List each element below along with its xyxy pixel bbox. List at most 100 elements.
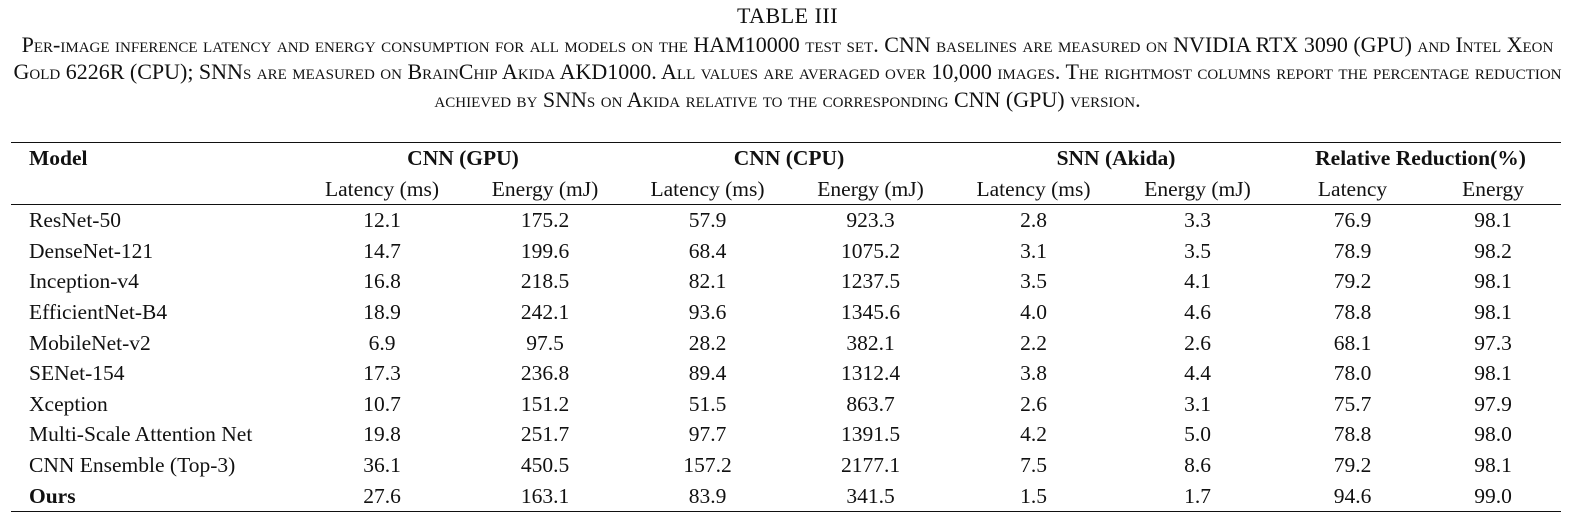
model-name: SENet-154	[29, 361, 125, 386]
table-row-ours: Ours 27.6 163.1 83.9 341.5 1.5 1.7 94.6 …	[11, 480, 1562, 513]
cell-reduction-latency: 68.1	[1333, 330, 1372, 355]
cell-cpu-latency: 57.9	[688, 208, 727, 233]
cell-gpu-latency: 16.8	[363, 269, 401, 294]
cell-snn-latency: 2.6	[1020, 391, 1047, 416]
cell-gpu-energy: 97.5	[526, 330, 564, 355]
cell-reduction-energy: 98.1	[1474, 452, 1512, 477]
cell-reduction-latency: 78.8	[1333, 422, 1372, 447]
cell-reduction-energy: 98.1	[1474, 269, 1512, 294]
cell-gpu-energy: 199.6	[520, 238, 570, 263]
table-row: MobileNet-v2 6.9 97.5 28.2 382.1 2.2 2.6…	[11, 328, 1561, 359]
cell-cpu-energy: 1237.5	[840, 269, 901, 294]
model-name: CNN Ensemble (Top-3)	[29, 452, 236, 477]
cell-snn-energy: 8.6	[1184, 452, 1211, 477]
cell-gpu-latency: 17.3	[363, 361, 401, 386]
cell-reduction-latency: 78.9	[1333, 238, 1372, 263]
cell-reduction-latency: 78.8	[1333, 299, 1372, 324]
cell-gpu-latency: 18.9	[363, 299, 401, 324]
cell-snn-latency: 3.5	[1020, 269, 1047, 294]
cell-snn-energy: 2.6	[1184, 330, 1211, 355]
table-label: TABLE III	[736, 3, 839, 28]
cell-gpu-energy: 236.8	[520, 361, 570, 386]
cell-gpu-latency: 14.7	[363, 238, 401, 263]
model-name: ResNet-50	[29, 208, 121, 233]
table-row: ResNet-50 12.1 175.2 57.9 923.3 2.8 3.3 …	[11, 205, 1561, 236]
cell-snn-energy: 5.0	[1184, 422, 1211, 447]
header-group-cnn-gpu: CNN (GPU)	[300, 141, 627, 174]
subheader-gpu-energy: Energy (mJ)	[464, 173, 627, 206]
cell-cpu-latency: 83.9	[626, 480, 790, 513]
cell-snn-energy: 3.1	[1184, 391, 1211, 416]
cell-gpu-energy: 175.2	[520, 208, 570, 233]
cell-cpu-energy: 2177.1	[840, 452, 901, 477]
cell-gpu-energy: 450.5	[520, 452, 570, 477]
cell-cpu-energy: 1312.4	[840, 361, 901, 386]
cell-gpu-latency: 10.7	[363, 391, 401, 416]
cell-gpu-energy: 251.7	[520, 422, 570, 447]
cell-snn-energy: 3.5	[1184, 238, 1211, 263]
header-sub-row: Latency (ms) Energy (mJ) Latency (ms) En…	[11, 173, 1562, 206]
model-name: Xception	[29, 391, 108, 416]
cell-snn-latency: 7.5	[1020, 452, 1047, 477]
subheader-snn-latency: Latency (ms)	[952, 173, 1116, 206]
cell-gpu-energy: 242.1	[520, 299, 570, 324]
table-caption: Per-image inference latency and energy c…	[13, 32, 1562, 112]
cell-snn-latency: 4.2	[1020, 422, 1047, 447]
subheader-cpu-energy: Energy (mJ)	[789, 173, 953, 206]
model-name: EfficientNet-B4	[29, 299, 168, 324]
cell-cpu-latency: 68.4	[688, 238, 727, 263]
cell-snn-latency: 3.1	[1020, 238, 1047, 263]
cell-reduction-energy: 97.9	[1474, 391, 1512, 416]
cell-reduction-latency: 79.2	[1333, 269, 1372, 294]
cell-snn-latency: 4.0	[1020, 299, 1047, 324]
header-group-relative-reduction: Relative Reduction(%)	[1280, 141, 1562, 174]
cell-snn-latency: 3.8	[1020, 361, 1047, 386]
cell-snn-latency: 1.5	[952, 480, 1116, 513]
cell-reduction-energy: 98.1	[1474, 361, 1512, 386]
cell-gpu-latency: 6.9	[368, 330, 396, 355]
cell-reduction-energy: 98.1	[1474, 299, 1512, 324]
cell-snn-latency: 2.2	[1020, 330, 1047, 355]
cell-snn-energy: 3.3	[1184, 208, 1211, 233]
header-group-snn-akida: SNN (Akida)	[952, 141, 1281, 174]
cell-cpu-latency: 28.2	[688, 330, 727, 355]
table-row: Inception-v4 16.8 218.5 82.1 1237.5 3.5 …	[11, 266, 1561, 297]
cell-gpu-latency: 27.6	[300, 480, 464, 513]
cell-cpu-energy: 382.1	[846, 330, 895, 355]
cell-cpu-latency: 157.2	[683, 452, 732, 477]
table-row: EfficientNet-B4 18.9 242.1 93.6 1345.6 4…	[11, 297, 1561, 328]
cell-reduction-latency: 78.0	[1333, 361, 1372, 386]
cell-reduction-latency: 79.2	[1333, 452, 1372, 477]
cell-gpu-energy: 163.1	[464, 480, 627, 513]
table-row: CNN Ensemble (Top-3) 36.1 450.5 157.2 21…	[11, 450, 1561, 481]
subheader-reduction-energy: Energy	[1425, 173, 1562, 206]
cell-reduction-energy: 97.3	[1474, 330, 1512, 355]
table-row: SENet-154 17.3 236.8 89.4 1312.4 3.8 4.4…	[11, 358, 1561, 389]
cell-cpu-latency: 51.5	[688, 391, 727, 416]
cell-gpu-latency: 36.1	[363, 452, 401, 477]
cell-snn-energy: 1.7	[1115, 480, 1281, 513]
cell-gpu-latency: 12.1	[363, 208, 401, 233]
cell-cpu-latency: 82.1	[688, 269, 727, 294]
model-name: DenseNet-121	[29, 238, 154, 263]
cell-cpu-latency: 93.6	[688, 299, 727, 324]
cell-reduction-energy: 98.2	[1474, 238, 1512, 263]
header-model-blank	[11, 173, 300, 206]
cell-cpu-energy: 863.7	[846, 391, 895, 416]
cell-snn-energy: 4.4	[1184, 361, 1211, 386]
cell-reduction-energy: 99.0	[1425, 480, 1562, 513]
cell-cpu-energy: 1345.6	[840, 299, 901, 324]
table-row: Xception 10.7 151.2 51.5 863.7 2.6 3.1 7…	[11, 389, 1561, 420]
subheader-cpu-latency: Latency (ms)	[626, 173, 790, 206]
cell-cpu-energy: 1075.2	[840, 238, 901, 263]
cell-cpu-latency: 97.7	[688, 422, 727, 447]
header-group-cnn-cpu: CNN (CPU)	[626, 141, 953, 174]
subheader-gpu-latency: Latency (ms)	[300, 173, 464, 206]
cell-snn-energy: 4.1	[1184, 269, 1211, 294]
cell-reduction-latency: 76.9	[1333, 208, 1372, 233]
results-table: Model CNN (GPU) CNN (CPU) SNN (Akida) Re…	[11, 141, 1562, 513]
model-name: Multi-Scale Attention Net	[29, 422, 253, 447]
cell-snn-latency: 2.8	[1020, 208, 1047, 233]
cell-cpu-energy: 341.5	[789, 480, 953, 513]
cell-cpu-energy: 1391.5	[840, 422, 901, 447]
